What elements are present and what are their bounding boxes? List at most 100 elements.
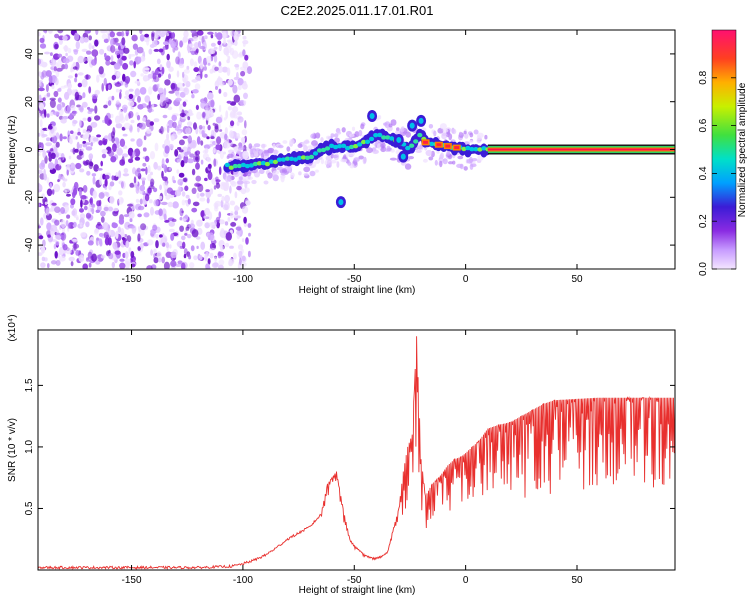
trace-core [280,157,286,162]
noise-speckle [227,40,233,48]
trace-halo [448,133,453,141]
noise-speckle [175,263,182,267]
y-tick-label: 1.0 [24,440,35,454]
noise-speckle [139,30,143,35]
noise-speckle [94,89,101,95]
noise-speckle [165,158,169,164]
hot-spot-core [423,140,429,144]
noise-speckle [247,223,252,228]
noise-speckle [62,136,67,140]
noise-speckle [142,75,149,82]
trace-core [308,154,315,160]
trace-halo [358,129,363,137]
noise-speckle [94,39,99,47]
trace-halo [383,122,388,126]
trace-core [312,151,319,156]
noise-speckle [223,47,229,56]
colorbar-gradient [711,29,737,270]
noise-speckle [179,217,183,221]
trace-halo [297,143,303,148]
noise-speckle [156,251,162,260]
noise-speckle [166,53,170,61]
noise-speckle [39,37,45,44]
y-tick-label: 20 [24,96,35,108]
noise-speckle [244,120,247,129]
noise-speckle [228,259,234,267]
noise-speckle [182,135,189,139]
noise-speckle [88,86,92,94]
noise-speckle [81,101,88,108]
trace-halo [354,131,360,138]
noise-speckle [88,108,95,112]
trace-halo [251,179,257,185]
noise-speckle [105,227,110,233]
noise-speckle [193,67,200,73]
noise-speckle [38,87,45,92]
noise-speckle [176,70,180,78]
noise-speckle [54,43,59,50]
noise-speckle [132,151,136,158]
noise-speckle [186,121,193,126]
noise-speckle [133,176,137,184]
noise-speckle [181,218,187,222]
noise-speckle [218,104,222,113]
noise-speckle [160,201,168,206]
noise-speckle [215,116,223,124]
noise-speckle [210,34,214,39]
noise-speckle [53,66,57,72]
noise-speckle [178,139,185,146]
noise-speckle [241,262,247,267]
noise-speckle [116,31,123,37]
spectrogram-x-label: Height of straight line (km) [299,285,416,296]
noise-speckle [159,234,163,238]
noise-speckle [142,162,147,167]
noise-speckle [230,120,235,127]
noise-speckle [121,37,126,46]
noise-speckle [94,115,101,121]
noise-speckle [247,250,251,258]
trace-halo [434,159,438,166]
noise-speckle [217,193,222,197]
noise-speckle [123,168,129,174]
noise-speckle [133,60,136,69]
snr-frame [37,329,676,571]
noise-speckle [158,208,163,217]
noise-speckle [98,232,104,237]
noise-speckle [124,83,129,88]
noise-speckle [147,73,154,79]
noise-speckle [161,66,165,75]
noise-speckle [123,107,128,113]
noise-speckle [209,143,214,147]
trace-halo [428,124,434,129]
noise-speckle [58,87,62,92]
x-tick-label: 50 [571,274,583,285]
noise-speckle [92,176,96,185]
spectrogram-trace [222,110,675,209]
noise-speckle [62,181,66,188]
noise-speckle [82,92,86,99]
noise-speckle [112,143,117,153]
noise-speckle [195,162,200,170]
noise-speckle [146,38,150,46]
noise-speckle [67,223,71,229]
noise-speckle [186,234,192,239]
noise-speckle [134,88,140,97]
noise-speckle [187,115,191,121]
noise-speckle [229,130,234,139]
noise-speckle [111,222,118,229]
trace-halo [320,137,324,143]
noise-speckle [242,150,249,160]
noise-speckle [218,121,221,131]
spectrogram-ticks: -150 -100 -50 0 50 -40 -20 0 20 40 [24,30,675,285]
noise-speckle [139,87,147,95]
noise-speckle [145,166,148,175]
noise-speckle [176,94,181,99]
noise-speckle [73,61,76,67]
noise-speckle [225,242,229,248]
trace-core [232,163,238,169]
noise-speckle [202,112,206,118]
noise-speckle [137,213,142,218]
noise-speckle [214,66,219,72]
noise-speckle [86,50,92,55]
noise-speckle [137,233,141,242]
